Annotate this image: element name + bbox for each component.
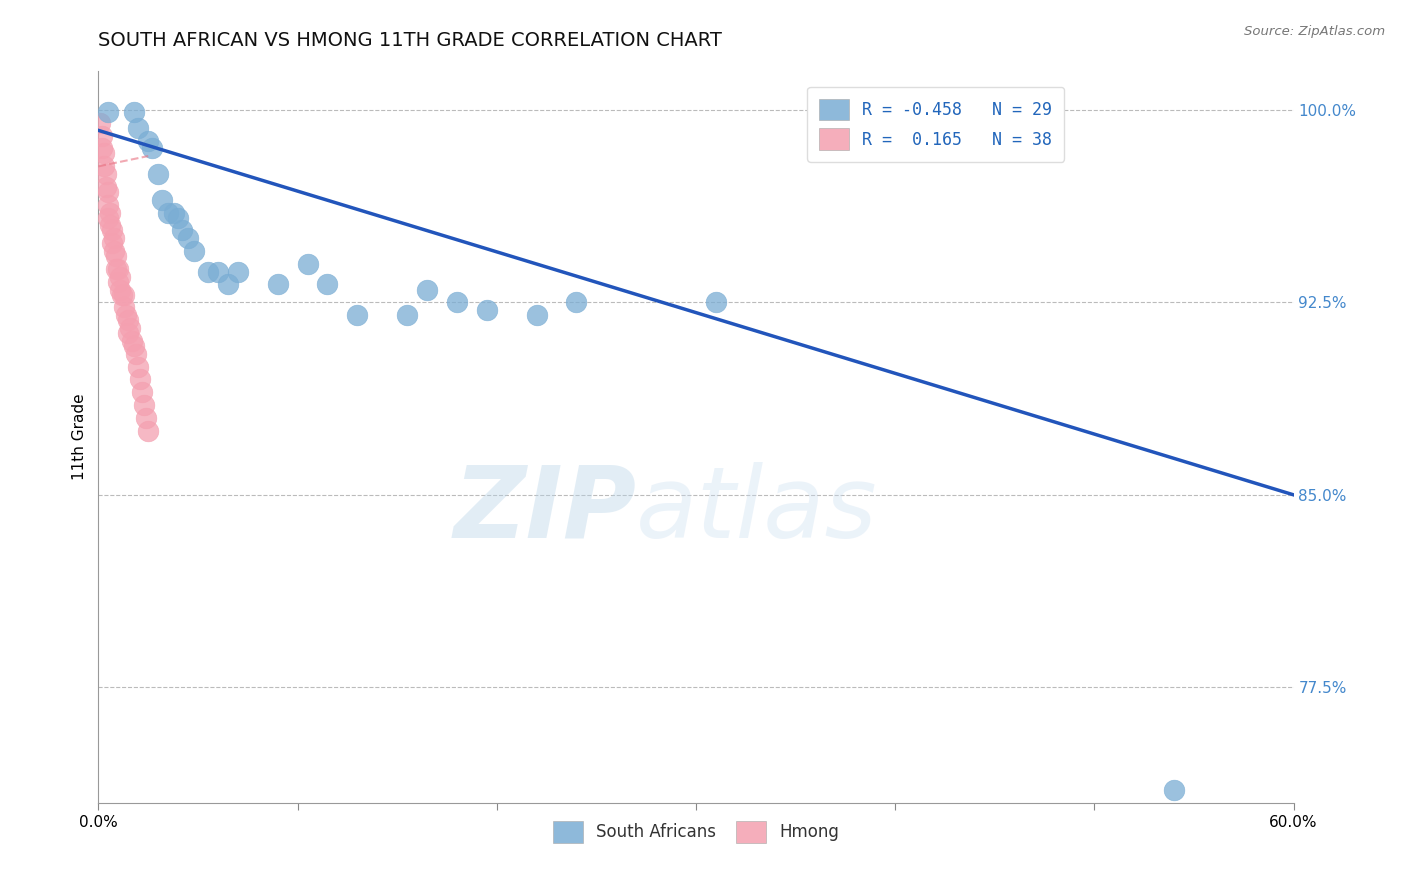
Point <box>110 283 132 297</box>
Point <box>97 198 120 212</box>
Point <box>101 236 124 251</box>
Text: SOUTH AFRICAN VS HMONG 11TH GRADE CORRELATION CHART: SOUTH AFRICAN VS HMONG 11TH GRADE CORREL… <box>98 31 723 50</box>
Point <box>267 277 290 292</box>
Point <box>117 313 139 327</box>
Point <box>91 128 114 143</box>
Text: atlas: atlas <box>637 462 877 558</box>
Point <box>98 205 122 219</box>
Point <box>127 359 149 374</box>
Point <box>177 231 200 245</box>
Point <box>103 231 125 245</box>
Point <box>93 146 115 161</box>
Point <box>117 326 139 340</box>
Point <box>97 105 120 120</box>
Point <box>125 346 148 360</box>
Point <box>134 398 156 412</box>
Point <box>475 303 498 318</box>
Point <box>97 185 120 199</box>
Point <box>129 372 152 386</box>
Point <box>565 295 588 310</box>
Point <box>396 308 419 322</box>
Text: ZIP: ZIP <box>453 462 637 558</box>
Point <box>110 269 132 284</box>
Point <box>111 287 134 301</box>
Point <box>135 410 157 425</box>
Point <box>416 283 439 297</box>
Point <box>207 264 229 278</box>
Point <box>93 159 115 173</box>
Point <box>91 141 114 155</box>
Point <box>346 308 368 322</box>
Point <box>96 179 118 194</box>
Y-axis label: 11th Grade: 11th Grade <box>72 393 87 481</box>
Text: Source: ZipAtlas.com: Source: ZipAtlas.com <box>1244 25 1385 38</box>
Point <box>107 275 129 289</box>
Point <box>127 120 149 135</box>
Point <box>103 244 125 258</box>
Point <box>98 219 122 233</box>
Point <box>96 167 118 181</box>
Point <box>121 334 143 348</box>
Point <box>148 167 170 181</box>
Point <box>141 141 163 155</box>
Point <box>101 223 124 237</box>
Point <box>120 321 142 335</box>
Point <box>704 295 727 310</box>
Point <box>105 262 128 277</box>
Point <box>105 249 128 263</box>
Point <box>112 301 135 315</box>
Point <box>297 257 319 271</box>
Point <box>115 308 138 322</box>
Point <box>112 287 135 301</box>
Point <box>124 105 146 120</box>
Point <box>150 193 173 207</box>
Point <box>526 308 548 322</box>
Point <box>157 205 180 219</box>
Point <box>446 295 468 310</box>
Point <box>136 134 159 148</box>
Point <box>183 244 205 258</box>
Point <box>217 277 239 292</box>
Point <box>316 277 339 292</box>
Point <box>172 223 194 237</box>
Point <box>136 424 159 438</box>
Point <box>107 262 129 277</box>
Point <box>89 116 111 130</box>
Point <box>167 211 190 225</box>
Point <box>124 339 146 353</box>
Point <box>131 385 153 400</box>
Legend: South Africans, Hmong: South Africans, Hmong <box>546 814 846 849</box>
Point <box>197 264 219 278</box>
Point <box>1163 783 1185 797</box>
Point <box>226 264 249 278</box>
Point <box>163 205 186 219</box>
Point <box>97 211 120 225</box>
